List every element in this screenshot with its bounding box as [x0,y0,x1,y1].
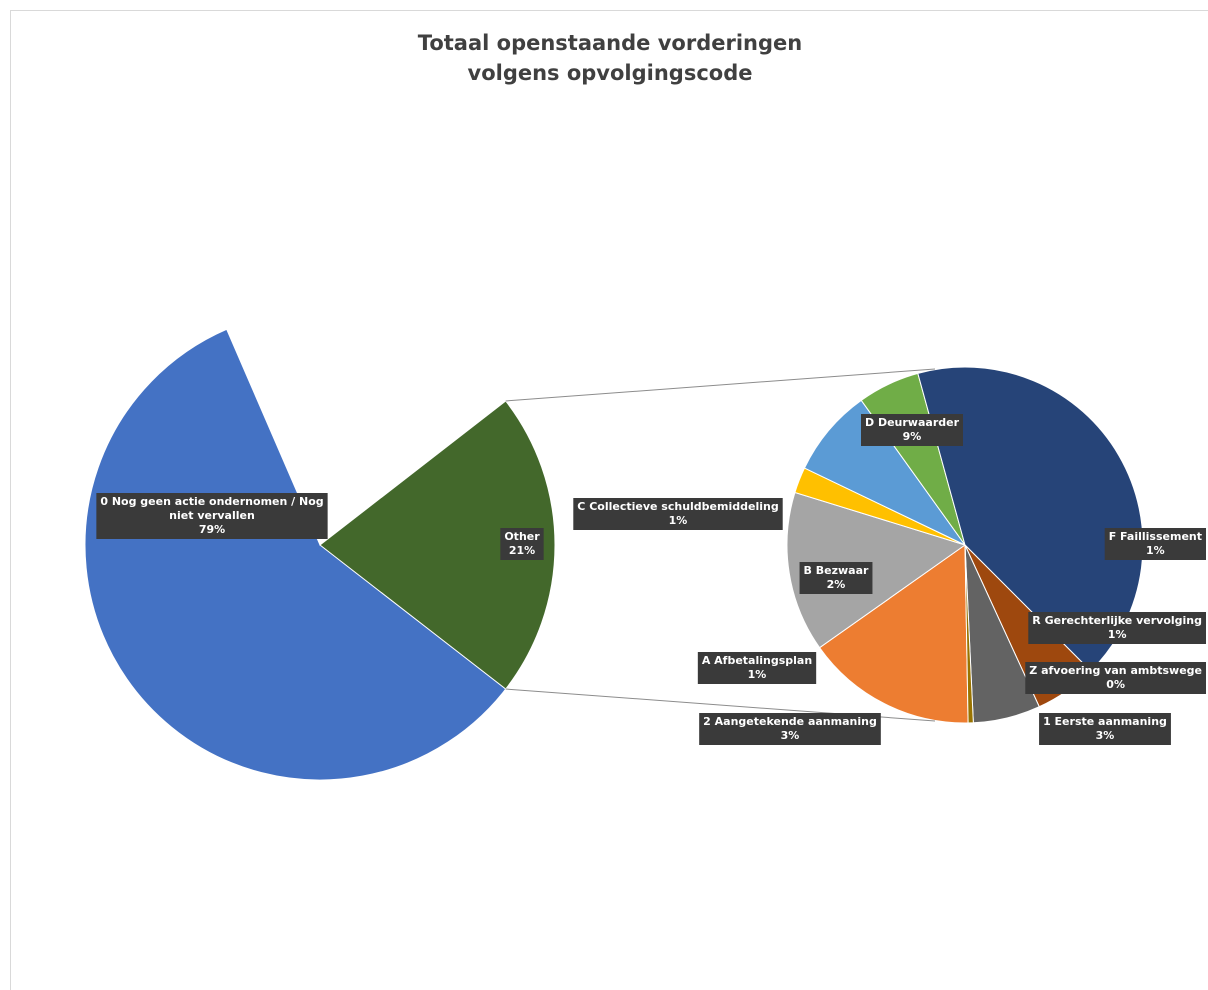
data-label-0-nog-geen-actie-ondernomen-nog-percent: 79% [199,523,225,536]
data-label-z-afvoering-van-ambtswege-bg [1025,662,1206,694]
data-label-other-bg [500,528,544,560]
data-label-a-afbetalingsplan-percent: 1% [748,668,767,681]
data-label-z-afvoering-van-ambtswege-text: Z afvoering van ambtswege [1029,664,1202,677]
secondary-slice-z-afvoering-van-ambtswege [964,544,974,724]
data-label-1-eerste-aanmaning-bg [1039,713,1171,745]
data-label-1-eerste-aanmaning-percent: 3% [1096,729,1115,742]
data-label-a-afbetalingsplan-text: A Afbetalingsplan [702,654,812,667]
data-label-f-faillissement-percent: 1% [1146,544,1165,557]
chart-title: Totaal openstaande vorderingen volgens o… [300,28,920,88]
data-label-c-collectieve-schuldbemiddeling-percent: 1% [669,514,688,527]
data-label-a-afbetalingsplan-bg [697,652,817,684]
data-label-1-eerste-aanmaning-text: 1 Eerste aanmaning [1043,715,1167,728]
data-label-other-percent: 21% [509,544,535,557]
data-label-r-gerechterlijke-vervolging-percent: 1% [1108,628,1127,641]
data-label-0-nog-geen-actie-ondernomen-nog-bg [96,493,328,539]
data-label-2-aangetekende-aanmaning-text: 2 Aangetekende aanmaning [703,715,877,728]
data-label-0-nog-geen-actie-ondernomen-nog-text: niet vervallen [169,509,255,522]
chart-title-line-2: volgens opvolgingscode [467,61,753,85]
data-label-2-aangetekende-aanmaning-percent: 3% [781,729,800,742]
data-label-f-faillissement-text: F Faillissement [1109,530,1202,543]
pie-slice-other [319,400,556,690]
data-label-b-bezwaar-bg [799,562,873,594]
data-label-r-gerechterlijke-vervolging-text: R Gerechterlijke vervolging [1032,614,1202,627]
data-label-d-deurwaarder-bg [861,414,963,446]
data-label-c-collectieve-schuldbemiddeling-bg [573,498,783,530]
data-label-2-aangetekende-aanmaning-bg [699,713,881,745]
data-label-b-bezwaar-text: B Bezwaar [804,564,869,577]
data-label-f-faillissement-bg [1104,528,1206,560]
data-label-other-text: Other [504,530,540,543]
connector-line-top [505,368,936,402]
secondary-slice-1-eerste-aanmaning [818,544,969,724]
data-label-b-bezwaar-percent: 2% [827,578,846,591]
data-label-0-nog-geen-actie-ondernomen-nog-text: 0 Nog geen actie ondernomen / Nog [100,495,323,508]
data-label-r-gerechterlijke-vervolging-bg [1028,612,1206,644]
data-label-d-deurwaarder-percent: 9% [903,430,922,443]
data-label-z-afvoering-van-ambtswege-percent: 0% [1106,678,1125,691]
chart-title-line-1: Totaal openstaande vorderingen [417,31,803,55]
secondary-slice-b-bezwaar [803,399,966,546]
data-label-c-collectieve-schuldbemiddeling-text: C Collectieve schuldbemiddeling [577,500,778,513]
data-label-d-deurwaarder-text: D Deurwaarder [865,416,960,429]
